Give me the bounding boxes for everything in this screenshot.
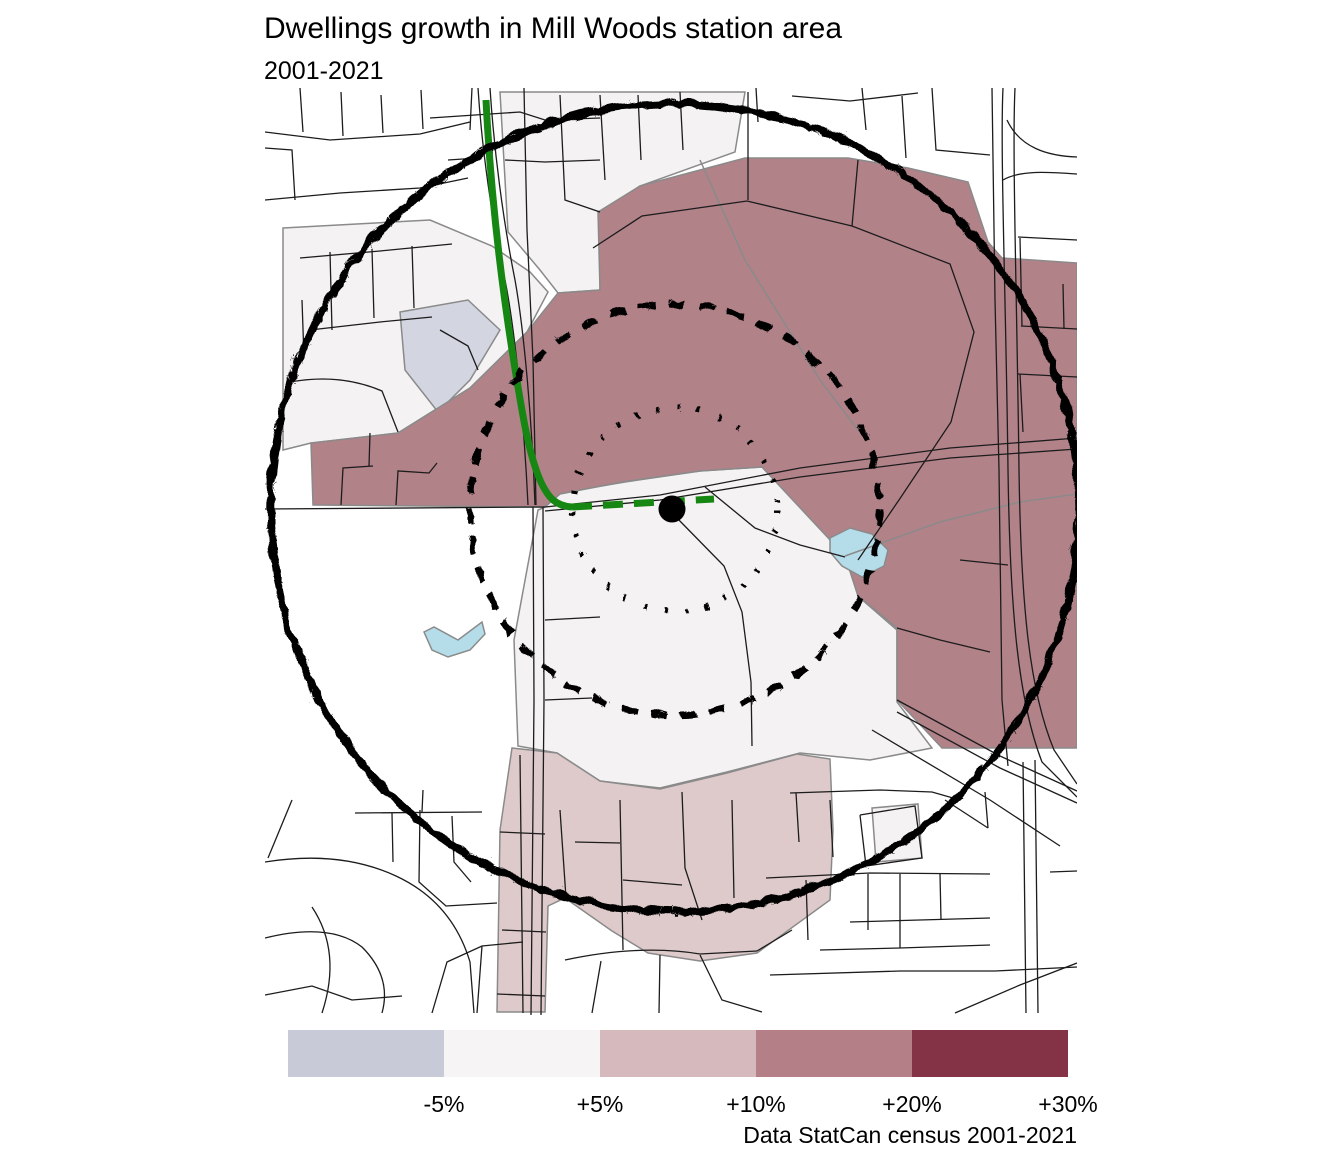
legend-label-4: +20% xyxy=(882,1091,941,1117)
road-network xyxy=(265,88,1077,1015)
lrt-line-dashed xyxy=(571,495,715,511)
legend-label-2: +5% xyxy=(577,1091,624,1117)
page-title: Dwellings growth in Mill Woods station a… xyxy=(264,12,843,45)
legend-label-3: +10% xyxy=(726,1091,785,1117)
walkshed-rings xyxy=(265,97,1077,913)
legend-label-5: +30% xyxy=(1038,1091,1097,1117)
legend-label-1: -5% xyxy=(424,1091,465,1117)
page-subtitle: 2001-2021 xyxy=(264,57,384,85)
legend-swatch-2 xyxy=(444,1030,600,1077)
region-growth-negative xyxy=(399,299,501,414)
lrt-line xyxy=(482,99,715,511)
region-growth-5-10 xyxy=(496,747,834,1013)
legend-swatch-5 xyxy=(912,1030,1068,1077)
data-source-caption: Data StatCan census 2001-2021 xyxy=(743,1122,1077,1148)
ring-outer-solid xyxy=(265,97,1077,913)
legend-swatch-4 xyxy=(756,1030,912,1077)
map-canvas xyxy=(265,88,1077,1015)
ring-inner-dotted xyxy=(567,402,777,612)
station-marker xyxy=(658,495,686,523)
region-growth-10-20 xyxy=(310,157,1077,749)
tract-borders xyxy=(699,159,1077,557)
lrt-line-solid xyxy=(482,99,573,511)
legend: -5% +5% +10% +20% +30% xyxy=(288,1030,1098,1117)
legend-swatch-3 xyxy=(600,1030,756,1077)
ring-middle-dashed xyxy=(463,298,881,716)
pond-west xyxy=(423,620,486,658)
legend-swatch-1 xyxy=(288,1030,444,1077)
